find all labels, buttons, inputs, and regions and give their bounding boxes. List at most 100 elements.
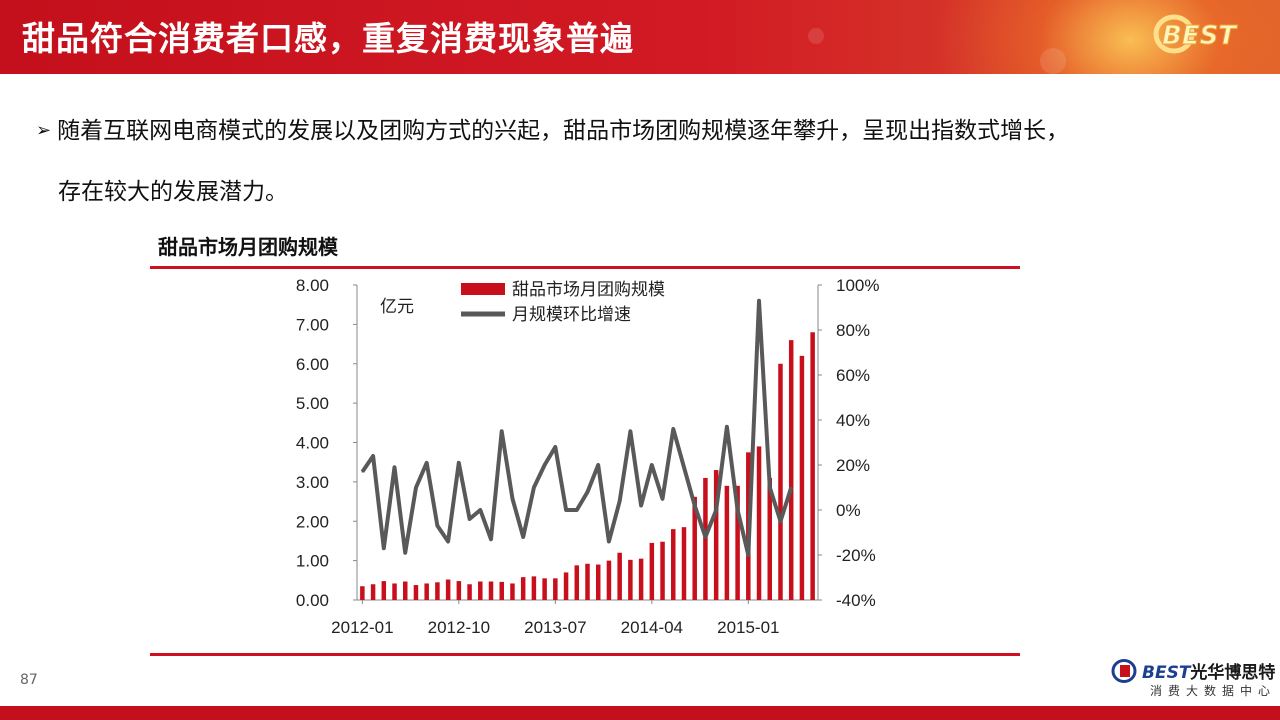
growth-point [447,540,449,543]
x-tick-label: 2012-10 [428,618,490,637]
bar [681,527,687,600]
bar [595,564,601,600]
growth-point [790,486,792,489]
growth-point [415,486,417,489]
bar [424,583,429,600]
legend-bar-swatch [461,283,505,295]
bullet-line-2: 存在较大的发展潜力。 [58,179,288,205]
growth-point [629,430,632,433]
growth-point [736,509,739,511]
slide-title: 甜品符合消费者口感，重复消费现象普遍 [22,19,634,58]
bar [413,585,419,600]
bar [456,581,462,600]
bar [370,584,376,600]
bar [435,582,440,600]
left-tick-label: 6.00 [296,355,329,374]
growth-point [651,464,653,466]
logo-ring [1153,14,1195,54]
logo-text: BEST [1162,21,1238,51]
bar [628,559,633,600]
bar [671,529,676,600]
x-tick-label: 2013-07 [524,618,586,637]
bar [735,485,740,600]
left-tick-label: 3.00 [296,473,329,492]
growth-point [425,462,428,464]
left-tick-label: 0.00 [296,591,329,610]
brand-block: BEST光华博思特 消费大数据中心 [1106,658,1275,702]
growth-point [618,500,621,502]
bar [799,355,805,600]
bar [510,583,515,600]
bar [649,542,655,600]
brand-name-cn: 光华博思特 [1190,663,1276,683]
bar [520,577,526,600]
left-tick-label: 8.00 [296,276,329,295]
best-logo: BEST [1153,14,1239,54]
growth-point [522,536,524,538]
unit-label: 亿元 [380,297,414,316]
bar [713,470,719,600]
growth-point [661,498,664,500]
chart-top-rule [150,266,1020,269]
bar [638,558,644,600]
bar [778,363,783,600]
growth-point [436,525,439,527]
best-mark-icon [1111,659,1137,683]
bar [810,332,815,600]
left-tick-label: 5.00 [296,394,329,413]
bar [606,560,612,600]
bar [617,552,622,600]
growth-point [769,486,771,489]
bar [563,572,569,600]
right-tick-label: 80% [836,321,870,340]
growth-point [576,509,578,511]
brand-best: BEST [1142,663,1191,683]
bar [542,578,547,600]
left-tick-label: 7.00 [296,315,329,334]
bar [724,485,730,600]
bar [585,563,590,600]
right-tick-label: 100% [836,276,879,295]
growth-point [640,504,642,507]
right-tick-label: 20% [836,456,870,475]
bar [756,446,762,600]
left-tick-label: 2.00 [296,512,329,531]
left-tick-label: 1.00 [296,552,329,571]
growth-point [715,509,717,511]
bar [381,581,387,600]
bar [499,581,504,600]
title-banner: 甜品符合消费者口感，重复消费现象普遍 BEST [0,0,1280,74]
growth-point [747,554,750,556]
bar [553,578,558,600]
brand-subtitle: 消费大数据中心 [1150,684,1277,698]
right-tick-label: -40% [836,591,876,610]
right-tick-label: -20% [836,546,876,565]
right-tick-label: 40% [836,411,870,430]
growth-point [533,486,535,489]
growth-point [779,520,782,523]
growth-point [726,426,728,428]
growth-point [490,538,492,541]
bar [478,581,483,600]
growth-point [404,552,406,554]
bar [692,496,697,600]
right-tick-label: 60% [836,366,870,385]
growth-point [383,547,385,550]
bullet-line-1: 随着互联网电商模式的发展以及团购方式的兴起，甜品市场团购规模逐年攀升，呈现出指数… [57,118,1070,144]
footer-bar [0,706,1280,720]
growth-point [554,446,557,448]
growth-point [693,504,696,507]
bar [360,586,365,600]
growth-point [468,518,471,520]
bar [660,541,665,600]
left-tick-label: 4.00 [296,434,329,453]
bullet-text: ➢ 随着互联网电商模式的发展以及团购方式的兴起，甜品市场团购规模逐年攀升，呈现出指… [36,111,1069,145]
growth-point [372,455,374,457]
bar [574,565,580,600]
growth-point [597,464,599,466]
bar [392,583,397,600]
banner-dot [808,28,824,44]
growth-point [479,509,482,511]
bar [488,581,494,600]
legend-bar-label: 甜品市场月团购规模 [512,280,665,299]
